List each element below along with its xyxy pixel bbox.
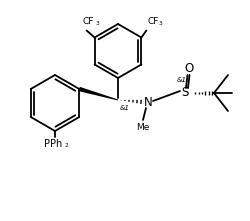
- Text: $_3$: $_3$: [158, 19, 164, 27]
- Text: Me: Me: [136, 123, 150, 132]
- Polygon shape: [79, 87, 118, 101]
- Text: &1: &1: [120, 105, 130, 111]
- Text: PPh: PPh: [44, 139, 62, 149]
- Text: CF: CF: [148, 17, 159, 25]
- Text: S: S: [181, 86, 189, 99]
- Text: &1: &1: [177, 77, 187, 83]
- Text: $_2$: $_2$: [64, 141, 69, 150]
- Text: $_3$: $_3$: [94, 19, 100, 27]
- Text: O: O: [184, 61, 194, 74]
- Text: N: N: [144, 97, 152, 109]
- Text: CF: CF: [82, 17, 94, 25]
